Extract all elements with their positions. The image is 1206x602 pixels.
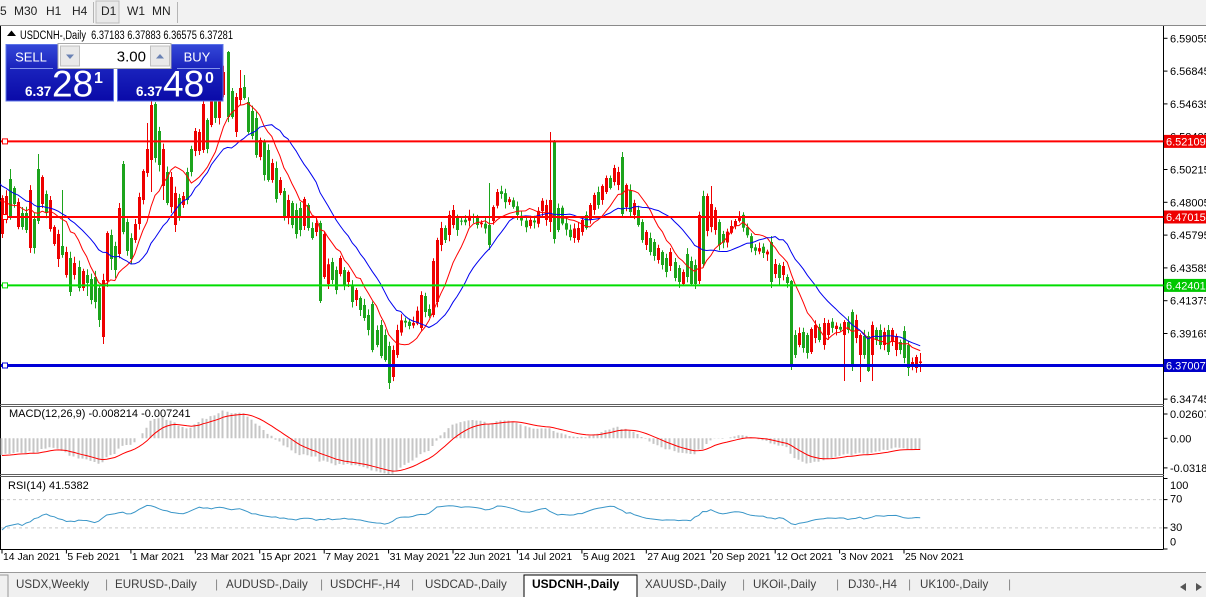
svg-text:UKOil-,Daily: UKOil-,Daily [753,578,816,591]
svg-text:15 Apr 2021: 15 Apr 2021 [261,552,317,563]
svg-text:DJ30-,H4: DJ30-,H4 [848,578,898,591]
svg-text:SELL: SELL [15,50,47,65]
svg-text:5 Aug 2021: 5 Aug 2021 [583,552,636,563]
svg-text:7 May 2021: 7 May 2021 [325,552,380,563]
svg-text:UK100-,Daily: UK100-,Daily [920,578,989,591]
svg-text:|: | [742,577,745,591]
svg-text:22 Jun 2021: 22 Jun 2021 [454,552,511,563]
svg-text:28: 28 [52,64,93,105]
svg-text:6.37: 6.37 [136,84,162,99]
svg-text:6.34745: 6.34745 [1170,394,1206,406]
svg-text:6.54635: 6.54635 [1170,99,1206,111]
svg-text:0.02607: 0.02607 [1170,409,1206,421]
svg-text:EURUSD-,Daily: EURUSD-,Daily [115,578,197,591]
svg-text:USDCNH-,Daily: USDCNH-,Daily [532,577,620,591]
svg-text:6.52109: 6.52109 [1166,136,1206,148]
svg-text:6.42401: 6.42401 [1166,280,1206,292]
svg-text:H1: H1 [46,4,62,18]
svg-text:BUY: BUY [184,50,211,65]
svg-text:3.00: 3.00 [117,49,146,66]
svg-text:|: | [320,577,323,591]
svg-text:3 Nov 2021: 3 Nov 2021 [841,552,894,563]
svg-text:20 Sep 2021: 20 Sep 2021 [712,552,771,563]
svg-text:14 Jan 2021: 14 Jan 2021 [3,552,60,563]
svg-text:25 Nov 2021: 25 Nov 2021 [905,552,964,563]
svg-text:6.56845: 6.56845 [1170,66,1206,78]
svg-text:M30: M30 [14,4,38,18]
svg-text:MN: MN [152,4,171,18]
svg-text:27 Aug 2021: 27 Aug 2021 [647,552,706,563]
svg-text:6.45795: 6.45795 [1170,230,1206,242]
svg-text:MACD(12,26,9) -0.008214 -0.007: MACD(12,26,9) -0.008214 -0.007241 [9,408,191,420]
svg-text:12 Oct 2021: 12 Oct 2021 [776,552,833,563]
svg-text:USDCNH-,Daily 6.37183 6.37883: USDCNH-,Daily 6.37183 6.37883 6.36575 6.… [20,30,233,42]
svg-text:70: 70 [1170,494,1182,506]
svg-text:6.39165: 6.39165 [1170,329,1206,341]
svg-text:XAUUSD-,Daily: XAUUSD-,Daily [645,578,726,591]
svg-text:30: 30 [1170,522,1182,534]
svg-text:5: 5 [0,4,7,18]
svg-text:0.00: 0.00 [1170,433,1191,445]
svg-text:H4: H4 [72,4,88,18]
svg-text:|: | [1008,577,1011,591]
svg-text:6.47015: 6.47015 [1166,212,1206,224]
svg-text:0: 0 [1170,537,1176,549]
svg-text:31 May 2021: 31 May 2021 [390,552,450,563]
svg-text:D1: D1 [101,4,117,18]
svg-text:6.37: 6.37 [25,84,51,99]
svg-text:|: | [411,577,414,591]
svg-text:6.59055: 6.59055 [1170,33,1206,45]
svg-text:5 Feb 2021: 5 Feb 2021 [67,552,120,563]
svg-text:6.43585: 6.43585 [1170,263,1206,275]
svg-text:|: | [908,577,911,591]
svg-text:14 Jul 2021: 14 Jul 2021 [518,552,572,563]
svg-text:48: 48 [163,64,204,105]
svg-text:W1: W1 [127,4,145,18]
svg-text:-0.03187: -0.03187 [1170,463,1206,475]
svg-text:0: 0 [205,70,214,87]
svg-text:6.50215: 6.50215 [1170,165,1206,177]
svg-text:6.41375: 6.41375 [1170,296,1206,308]
svg-text:USDCAD-,Daily: USDCAD-,Daily [425,578,507,591]
svg-text:RSI(14) 41.5382: RSI(14) 41.5382 [8,480,89,492]
svg-text:USDX,Weekly: USDX,Weekly [16,578,89,591]
svg-text:1: 1 [94,70,103,87]
svg-text:|: | [215,577,218,591]
svg-text:6.37007: 6.37007 [1166,361,1206,373]
svg-text:100: 100 [1170,480,1188,492]
svg-text:|: | [105,577,108,591]
svg-text:AUDUSD-,Daily: AUDUSD-,Daily [226,578,308,591]
svg-text:6.48005: 6.48005 [1170,197,1206,209]
svg-text:|: | [836,577,839,591]
svg-text:23 Mar 2021: 23 Mar 2021 [196,552,255,563]
svg-text:USDCHF-,H4: USDCHF-,H4 [330,578,401,591]
svg-text:1 Mar 2021: 1 Mar 2021 [132,552,185,563]
